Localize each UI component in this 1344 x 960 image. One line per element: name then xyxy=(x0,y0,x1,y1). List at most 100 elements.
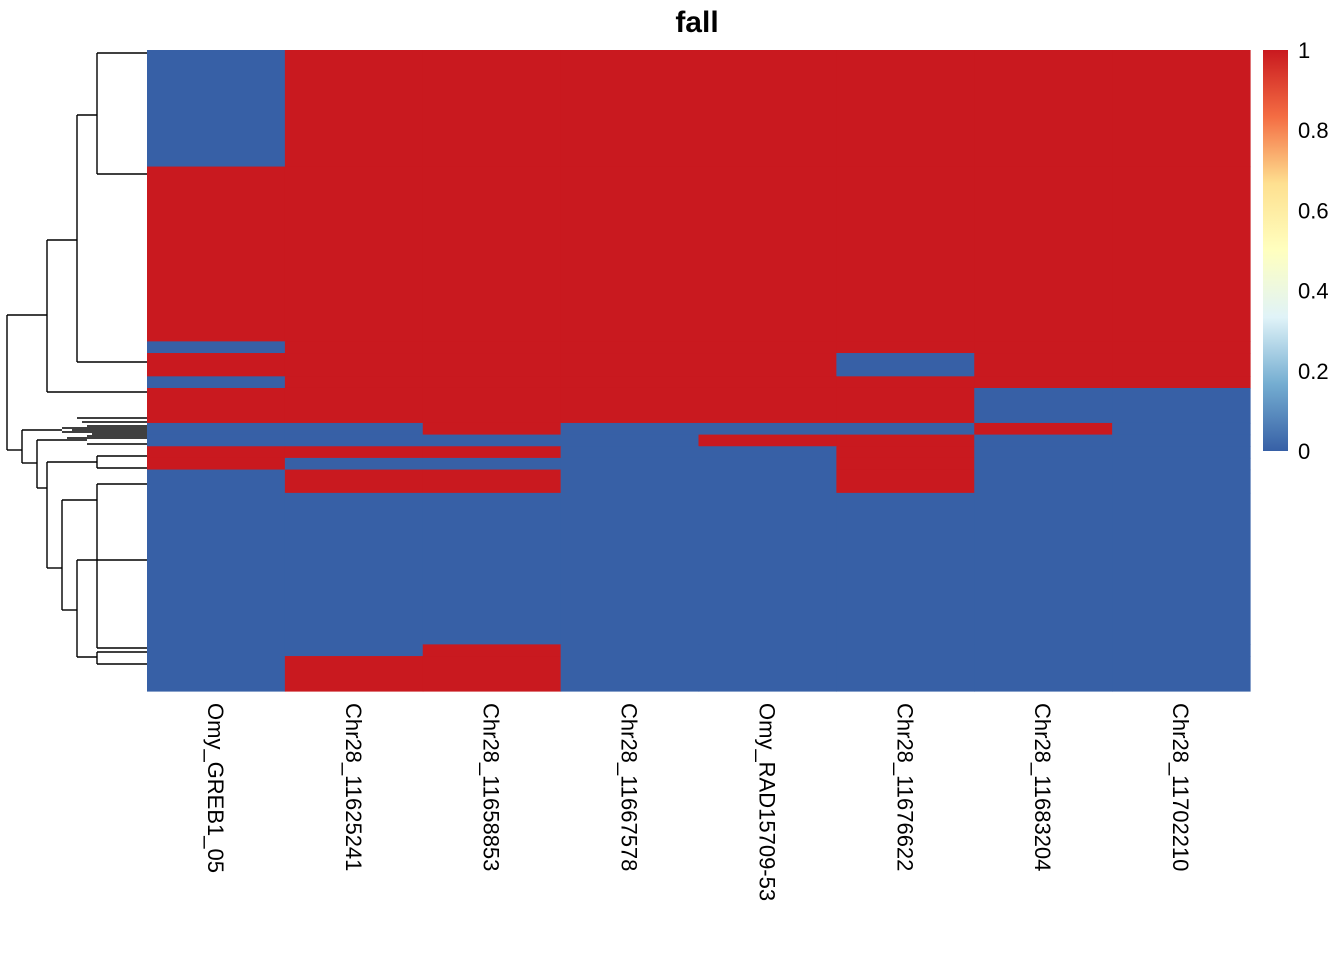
heatmap-cell xyxy=(560,166,700,342)
heatmap-cell xyxy=(1112,376,1251,389)
heatmap-cell xyxy=(560,446,700,459)
heatmap-cell xyxy=(698,376,837,389)
column-label: Chr28_11676622 xyxy=(892,703,917,871)
heatmap-cell xyxy=(974,434,1113,447)
heatmap-cell xyxy=(698,446,837,459)
heatmap-cell xyxy=(422,469,562,494)
heatmap-cell xyxy=(147,353,286,377)
heatmap-cell xyxy=(974,50,1113,168)
heatmap-cell xyxy=(284,353,424,377)
heatmap-cell xyxy=(1112,656,1251,692)
heatmap-cell xyxy=(698,457,837,471)
colorbar-ticks: 1 0.8 0.6 0.4 0.2 0 xyxy=(1298,38,1329,464)
heatmap-cell xyxy=(422,422,562,436)
heatmap-cell xyxy=(698,50,837,168)
column-labels: Omy_GREB1_05 Chr28_11625241 Chr28_11658853… xyxy=(203,703,1193,901)
heatmap-cell xyxy=(836,341,975,354)
heatmap-cell xyxy=(422,446,562,459)
heatmap-cell xyxy=(284,457,424,471)
column-label: Chr28_11667578 xyxy=(617,703,642,871)
heatmap-cell xyxy=(1112,422,1251,436)
heatmap-cell xyxy=(1112,644,1251,657)
colorbar-tick-label: 0 xyxy=(1298,439,1310,464)
heatmap-cell xyxy=(422,376,562,389)
colorbar-tick-label: 0.4 xyxy=(1298,279,1329,304)
heatmap-cell xyxy=(284,656,424,692)
heatmap-cell xyxy=(147,422,286,436)
heatmap-cell xyxy=(147,644,286,657)
chart-title: fall xyxy=(675,6,718,39)
colorbar-tick-label: 0.6 xyxy=(1298,198,1329,223)
heatmap-cell xyxy=(836,422,975,436)
heatmap-cell xyxy=(560,422,700,436)
heatmap-cell xyxy=(147,446,286,459)
heatmap-cell xyxy=(836,656,975,692)
heatmap-cell xyxy=(147,376,286,389)
heatmap-cell xyxy=(422,166,562,342)
heatmap-cell xyxy=(1112,166,1251,342)
heatmap-cell xyxy=(1112,457,1251,471)
heatmap-cell xyxy=(1112,387,1251,424)
heatmap-cell xyxy=(147,656,286,692)
heatmap-cell xyxy=(284,341,424,354)
heatmap-cell xyxy=(974,353,1113,377)
heatmap-cell xyxy=(147,166,286,342)
heatmap-cell xyxy=(560,387,700,424)
heatmap-cell xyxy=(422,644,562,657)
heatmap-cell xyxy=(422,353,562,377)
heatmap-cell xyxy=(284,469,424,494)
heatmap-cell xyxy=(836,469,975,494)
heatmap-cell xyxy=(1112,492,1251,645)
heatmap-cell xyxy=(974,457,1113,471)
heatmap-cell xyxy=(974,166,1113,342)
heatmap-cell xyxy=(836,457,975,471)
heatmap-cell xyxy=(284,446,424,459)
heatmap-cell xyxy=(974,387,1113,424)
colorbar-tick-label: 0.2 xyxy=(1298,359,1329,384)
heatmap-cell xyxy=(560,656,700,692)
colorbar xyxy=(1263,50,1288,451)
heatmap-cell xyxy=(284,422,424,436)
column-label: Omy_RAD15709-53 xyxy=(754,703,779,901)
heatmap-cell xyxy=(422,387,562,424)
colorbar-tick-label: 1 xyxy=(1298,38,1310,63)
heatmap-cell xyxy=(836,387,975,424)
heatmap-cell xyxy=(698,387,837,424)
heatmap-cell xyxy=(422,492,562,645)
heatmap-cell xyxy=(698,644,837,657)
heatmap-cell xyxy=(284,166,424,342)
heatmap-cell xyxy=(698,469,837,494)
heatmap-cell xyxy=(836,50,975,168)
heatmap-cell xyxy=(147,50,286,168)
heatmap-cell xyxy=(836,644,975,657)
heatmap-cell xyxy=(698,353,837,377)
heatmap-cell xyxy=(422,50,562,168)
heatmap-cell xyxy=(560,50,700,168)
heatmap-cell xyxy=(836,446,975,459)
heatmap-cell xyxy=(147,492,286,645)
heatmap-cell xyxy=(836,166,975,342)
heatmap-cell xyxy=(1112,341,1251,354)
column-label: Chr28_11658853 xyxy=(479,703,504,871)
heatmap-cells xyxy=(147,50,1251,692)
heatmap-cell xyxy=(560,434,700,447)
heatmap-cell xyxy=(560,457,700,471)
heatmap-cell xyxy=(974,469,1113,494)
heatmap-cell xyxy=(698,341,837,354)
heatmap-cell xyxy=(974,446,1113,459)
heatmap-cell xyxy=(974,376,1113,389)
heatmap-cell xyxy=(422,434,562,447)
heatmap-cell xyxy=(560,353,700,377)
heatmap-cell xyxy=(974,492,1113,645)
heatmap-cell xyxy=(560,492,700,645)
colorbar-tick-label: 0.8 xyxy=(1298,118,1329,143)
heatmap-cell xyxy=(974,422,1113,436)
column-label: Chr28_11702210 xyxy=(1168,703,1193,871)
heatmap-cell xyxy=(836,376,975,389)
heatmap-cell xyxy=(284,644,424,657)
heatmap-cell xyxy=(560,341,700,354)
heatmap-cell xyxy=(422,656,562,692)
heatmap-cell xyxy=(284,50,424,168)
heatmap-cell xyxy=(698,434,837,447)
